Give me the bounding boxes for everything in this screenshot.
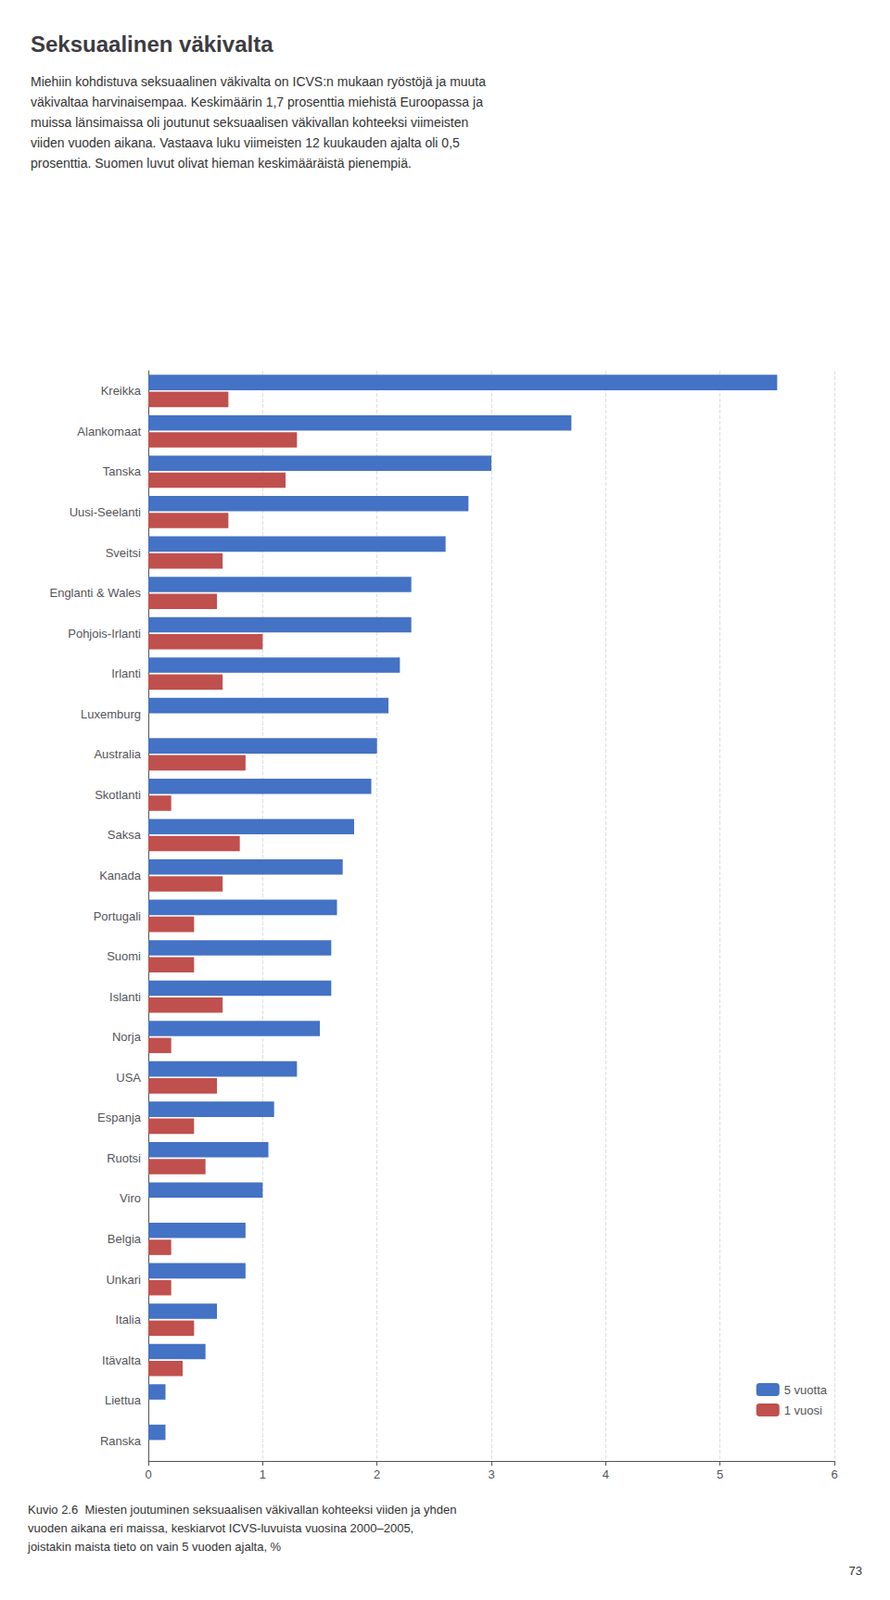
svg-text:Espanja: Espanja	[97, 1110, 142, 1125]
svg-text:Sveitsi: Sveitsi	[105, 546, 141, 560]
svg-text:1: 1	[259, 1467, 267, 1482]
svg-text:0: 0	[144, 1467, 152, 1482]
svg-text:Viro: Viro	[119, 1191, 141, 1206]
svg-text:Ruotsi: Ruotsi	[106, 1151, 141, 1166]
svg-text:Englanti & Wales: Englanti & Wales	[49, 585, 141, 600]
svg-text:joistakin maista tieto on vain: joistakin maista tieto on vain 5 vuoden …	[26, 1539, 282, 1554]
svg-text:Kuvio 2.6 Miesten joutuminen: Kuvio 2.6 Miesten joutuminen seksuaalise…	[27, 1502, 458, 1517]
svg-text:vuoden aikana eri maissa, kesk: vuoden aikana eri maissa, keskiarvot ICV…	[27, 1521, 414, 1536]
svg-text:5: 5	[716, 1467, 724, 1482]
svg-text:Itävalta: Itävalta	[101, 1353, 142, 1368]
svg-text:Unkari: Unkari	[105, 1272, 141, 1287]
svg-text:prosenttia. Suomen luvut oliva: prosenttia. Suomen luvut olivat hieman k…	[30, 155, 412, 171]
svg-text:Uusi-Seelanti: Uusi-Seelanti	[69, 505, 141, 520]
svg-text:Seksuaalinen väkivalta: Seksuaalinen väkivalta	[30, 31, 274, 57]
svg-text:4: 4	[602, 1467, 610, 1482]
svg-text:Miehiin kohdistuva seksuaaline: Miehiin kohdistuva seksuaalinen väkivalt…	[30, 74, 486, 89]
svg-text:muissa länsimaissa oli joutunu: muissa länsimaissa oli joutunut seksuaal…	[30, 114, 469, 130]
svg-text:Liettua: Liettua	[104, 1393, 142, 1408]
svg-text:Skotlanti: Skotlanti	[94, 788, 141, 802]
svg-text:73: 73	[849, 1563, 863, 1578]
svg-text:Suomi: Suomi	[106, 949, 141, 964]
svg-text:6: 6	[830, 1467, 838, 1482]
svg-text:Saksa: Saksa	[107, 827, 142, 842]
svg-text:Italia: Italia	[115, 1312, 142, 1327]
svg-text:2: 2	[373, 1467, 381, 1482]
svg-text:Irlanti: Irlanti	[111, 666, 141, 681]
svg-text:Australia: Australia	[93, 747, 141, 762]
svg-text:Luxemburg: Luxemburg	[80, 707, 141, 722]
svg-text:Kreikka: Kreikka	[101, 383, 142, 398]
svg-text:Norja: Norja	[112, 1029, 142, 1044]
svg-text:1 vuosi: 1 vuosi	[784, 1403, 823, 1418]
svg-text:Alankomaat: Alankomaat	[76, 424, 141, 439]
svg-text:Islanti: Islanti	[109, 990, 141, 1005]
svg-text:Ranska: Ranska	[100, 1434, 142, 1449]
svg-text:3: 3	[487, 1467, 495, 1482]
svg-text:5 vuotta: 5 vuotta	[784, 1383, 828, 1398]
svg-text:Pohjois-Irlanti: Pohjois-Irlanti	[67, 626, 141, 641]
svg-text:USA: USA	[115, 1070, 141, 1085]
svg-text:Portugali: Portugali	[93, 909, 141, 924]
svg-text:viiden vuoden aikana. Vastaava: viiden vuoden aikana. Vastaava luku viim…	[30, 135, 460, 151]
svg-text:Kanada: Kanada	[99, 868, 142, 883]
svg-text:Tanska: Tanska	[102, 464, 142, 479]
svg-text:väkivaltaa harvinaisempaa. Kes: väkivaltaa harvinaisempaa. Keskimäärin 1…	[30, 94, 484, 110]
svg-text:Belgia: Belgia	[107, 1232, 142, 1246]
